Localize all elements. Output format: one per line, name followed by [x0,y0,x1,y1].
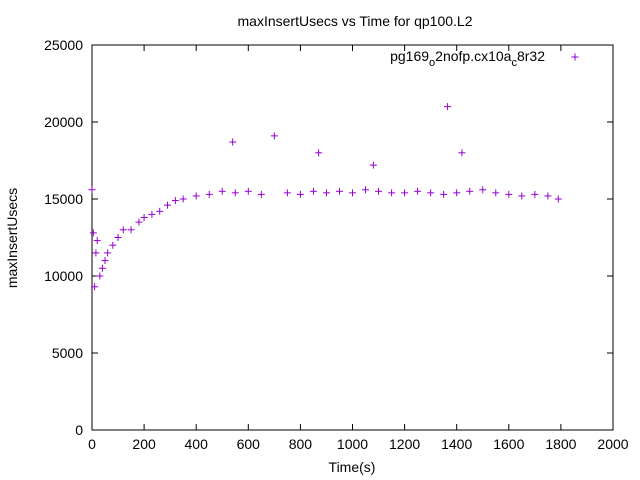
data-point [140,213,148,221]
data-point [401,189,409,197]
data-point [119,226,127,234]
x-tick-label: 0 [88,436,96,452]
data-point [89,229,97,237]
x-tick-label: 2000 [597,436,628,452]
x-tick-label: 1400 [441,436,472,452]
data-point [492,189,500,197]
data-point [244,187,252,195]
data-point [335,187,343,195]
data-point [231,189,239,197]
data-point [349,189,356,197]
x-tick-label: 1200 [389,436,420,452]
y-axis-ticks: 0 5000 10000 15000 20000 25000 [44,37,613,438]
legend: pg169o2nofp.cx10ac8r32 [390,48,579,69]
data-point [88,186,96,194]
data-point [479,186,487,194]
data-point [92,249,100,257]
y-tick-label: 20000 [44,114,83,130]
data-point [296,190,304,198]
plot-frame [91,44,614,431]
x-tick-label: 200 [132,436,156,452]
y-tick-label: 0 [75,422,83,438]
data-point [109,241,117,249]
data-point [135,218,143,226]
data-point [96,272,104,280]
data-point [444,103,452,111]
data-point [505,190,513,198]
data-point [93,237,101,245]
data-point [283,189,291,197]
data-point [554,195,562,203]
legend-marker [571,53,579,61]
data-point [309,187,317,195]
data-point [101,257,109,265]
legend-label: pg169o2nofp.cx10ac8r32 [390,48,545,69]
data-point [257,190,265,198]
data-point [531,190,539,198]
data-point [375,187,383,195]
data-point [98,264,106,272]
y-tick-label: 15000 [44,191,83,207]
data-point [218,187,226,195]
x-tick-label: 800 [289,436,313,452]
x-axis-ticks: 0 200 400 600 800 1000 1200 1400 1600 1800 2000 [88,45,629,452]
chart-title: maxInsertUsecs vs Time for qp100.L2 [238,13,473,29]
data-point [458,149,466,157]
y-tick-label: 10000 [44,268,83,284]
y-axis-label: maxInsertUsecs [4,188,20,288]
data-point [171,197,179,205]
data-point [192,192,200,200]
data-point [164,201,172,209]
data-point [179,195,187,203]
data-point [127,226,135,234]
data-point [544,192,552,200]
data-point [388,189,396,197]
data-points [88,103,562,291]
legend-plus-marker [571,53,579,61]
data-point [518,192,526,200]
data-point [414,187,422,195]
data-point [148,210,156,218]
x-tick-label: 1600 [493,436,524,452]
y-tick-label: 25000 [44,37,83,53]
x-axis-label: Time(s) [329,459,376,475]
x-tick-label: 400 [185,436,209,452]
data-point [440,190,448,198]
y-tick-label: 5000 [52,345,83,361]
data-point [315,149,323,157]
data-point [453,189,461,197]
data-point [362,186,370,194]
x-tick-label: 600 [237,436,261,452]
data-point [466,187,474,195]
data-point [427,189,435,197]
data-point [229,138,237,146]
data-point [369,161,377,169]
data-point [91,283,99,291]
data-point [114,234,122,241]
data-point [205,190,213,198]
x-tick-label: 1800 [545,436,576,452]
x-tick-label: 1000 [337,436,368,452]
data-point [156,207,164,215]
data-point [322,189,330,197]
data-point [270,132,278,140]
data-point [104,249,112,257]
